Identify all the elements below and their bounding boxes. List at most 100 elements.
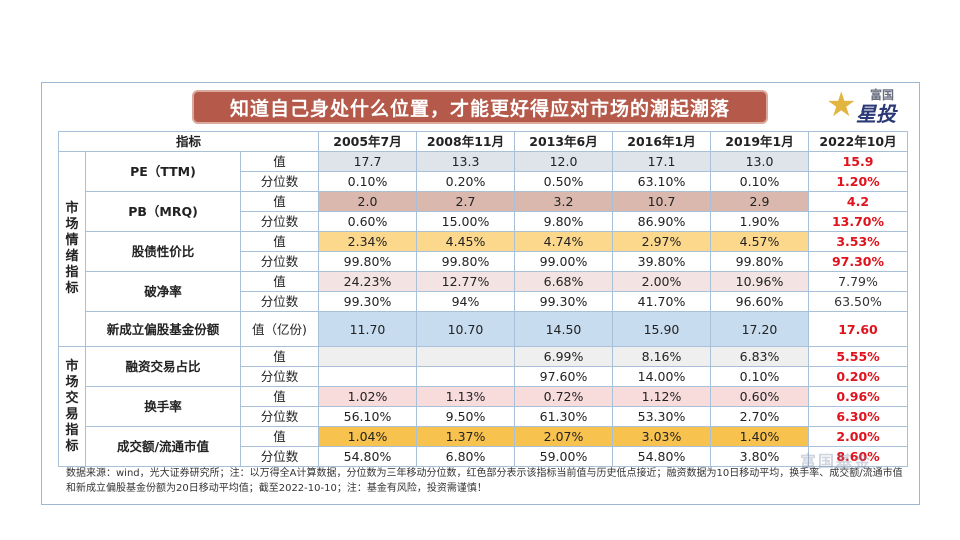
table-cell: 13.3 [416,151,515,172]
current-value: 0.20% [808,366,908,387]
table-row: 分位数 99.80% 99.80% 99.00% 39.80% 99.80% 9… [59,251,908,272]
table-cell: 8.16% [612,346,711,367]
sub-label: 分位数 [240,171,319,192]
table-cell: 6.68% [514,271,613,292]
table-cell: 12.0 [514,151,613,172]
table-cell: 17.1 [612,151,711,172]
table-cell: 2.7 [416,191,515,212]
indicator-name: 融资交易占比 [85,346,241,387]
table-row: 换手率 值 1.02% 1.13% 0.72% 1.12% 0.60% 0.96… [59,386,908,427]
table-cell: 99.00% [514,251,613,272]
table-cell: 61.30% [514,406,613,427]
sub-label: 值 [240,271,319,292]
header-col: 2005年7月 [318,131,417,152]
indicator-name: 破净率 [85,271,241,312]
table-cell: 99.30% [514,291,613,312]
sub-label: 值 [240,386,319,407]
star-icon: ★ [826,85,857,125]
table-cell: 6.80% [416,446,515,467]
table-cell: 0.10% [710,366,809,387]
current-value: 7.79% [808,271,908,292]
table-cell [416,366,515,387]
table-cell: 6.83% [710,346,809,367]
table-cell: 10.70 [416,311,515,347]
indicator-table: 指标 2005年7月 2008年11月 2013年6月 2016年1月 2019… [58,131,908,467]
table-row: 分位数 54.80% 6.80% 59.00% 54.80% 3.80% 8.6… [59,446,908,467]
table-cell: 12.77% [416,271,515,292]
table-row: 成交额/流通市值 值 1.04% 1.37% 2.07% 3.03% 1.40%… [59,426,908,467]
sub-label: 值 [240,191,319,212]
indicator-name: PE（TTM) [85,151,241,192]
current-value: 5.55% [808,346,908,367]
indicator-name: 股债性价比 [85,231,241,272]
header-col: 2016年1月 [612,131,711,152]
current-value: 2.00% [808,426,908,447]
table-cell: 6.99% [514,346,613,367]
table-cell: 96.60% [710,291,809,312]
table-cell: 1.12% [612,386,711,407]
sub-label: 分位数 [240,211,319,232]
table-cell: 56.10% [318,406,417,427]
header-col: 2019年1月 [710,131,809,152]
table-cell: 99.80% [318,251,417,272]
group-label: 市场交易指标 [58,346,86,467]
table-row: 分位数 99.30% 94% 99.30% 41.70% 96.60% 63.5… [59,291,908,312]
table-cell: 9.50% [416,406,515,427]
table-cell [318,346,417,367]
current-value: 0.96% [808,386,908,407]
table-cell: 13.0 [710,151,809,172]
table-cell: 10.7 [612,191,711,212]
table-row: 破净率 值 24.23% 12.77% 6.68% 2.00% 10.96% 7… [59,271,908,312]
table-cell: 2.07% [514,426,613,447]
table-cell: 53.30% [612,406,711,427]
table-cell: 1.04% [318,426,417,447]
table-row: 分位数 0.10% 0.20% 0.50% 63.10% 0.10% 1.20% [59,171,908,192]
table-row: 市场交易指标 融资交易占比 值 6.99% 8.16% 6.83% 5.55% [58,346,908,467]
table-cell: 0.60% [710,386,809,407]
table-cell: 2.70% [710,406,809,427]
table-cell: 86.90% [612,211,711,232]
current-value: 6.30% [808,406,908,427]
current-value: 15.9 [808,151,908,172]
table-cell: 0.10% [710,171,809,192]
sub-label: 分位数 [240,251,319,272]
sub-label: 值（亿份) [240,311,319,347]
table-cell: 41.70% [612,291,711,312]
current-value: 3.53% [808,231,908,252]
table-cell: 0.10% [318,171,417,192]
table-cell: 2.97% [612,231,711,252]
indicator-name: 换手率 [85,386,241,427]
current-value: 4.2 [808,191,908,212]
table-cell: 4.74% [514,231,613,252]
table-cell: 0.20% [416,171,515,192]
table-row: 分位数 56.10% 9.50% 61.30% 53.30% 2.70% 6.3… [59,406,908,427]
table-cell: 54.80% [612,446,711,467]
table-cell [318,366,417,387]
table-cell: 0.60% [318,211,417,232]
header-row: 指标 2005年7月 2008年11月 2013年6月 2016年1月 2019… [58,131,908,152]
table-cell: 24.23% [318,271,417,292]
table-cell: 59.00% [514,446,613,467]
table-cell: 14.50 [514,311,613,347]
table-cell: 1.37% [416,426,515,447]
table-row: 股债性价比 值 2.34% 4.45% 4.74% 2.97% 4.57% 3.… [59,231,908,272]
page-title: 知道自己身处什么位置，才能更好得应对市场的潮起潮落 [192,90,768,124]
brand-small-text: 富国 [870,88,895,102]
table-cell: 15.90 [612,311,711,347]
footnote: 数据来源：wind，光大证券研究所；注：以万得全A计算数据，分位数为三年移动分位… [66,468,903,494]
sub-label: 分位数 [240,366,319,387]
table-cell: 1.90% [710,211,809,232]
table-cell: 9.80% [514,211,613,232]
header-col: 2013年6月 [514,131,613,152]
table-cell: 0.72% [514,386,613,407]
table-cell: 2.0 [318,191,417,212]
table-cell: 2.00% [612,271,711,292]
header-indicator: 指标 [58,131,319,152]
sub-label: 值 [240,346,319,367]
table-cell: 4.57% [710,231,809,252]
table-cell: 39.80% [612,251,711,272]
table-cell: 14.00% [612,366,711,387]
table-cell: 99.30% [318,291,417,312]
header-col: 2022年10月 [808,131,908,152]
table-cell: 99.80% [416,251,515,272]
